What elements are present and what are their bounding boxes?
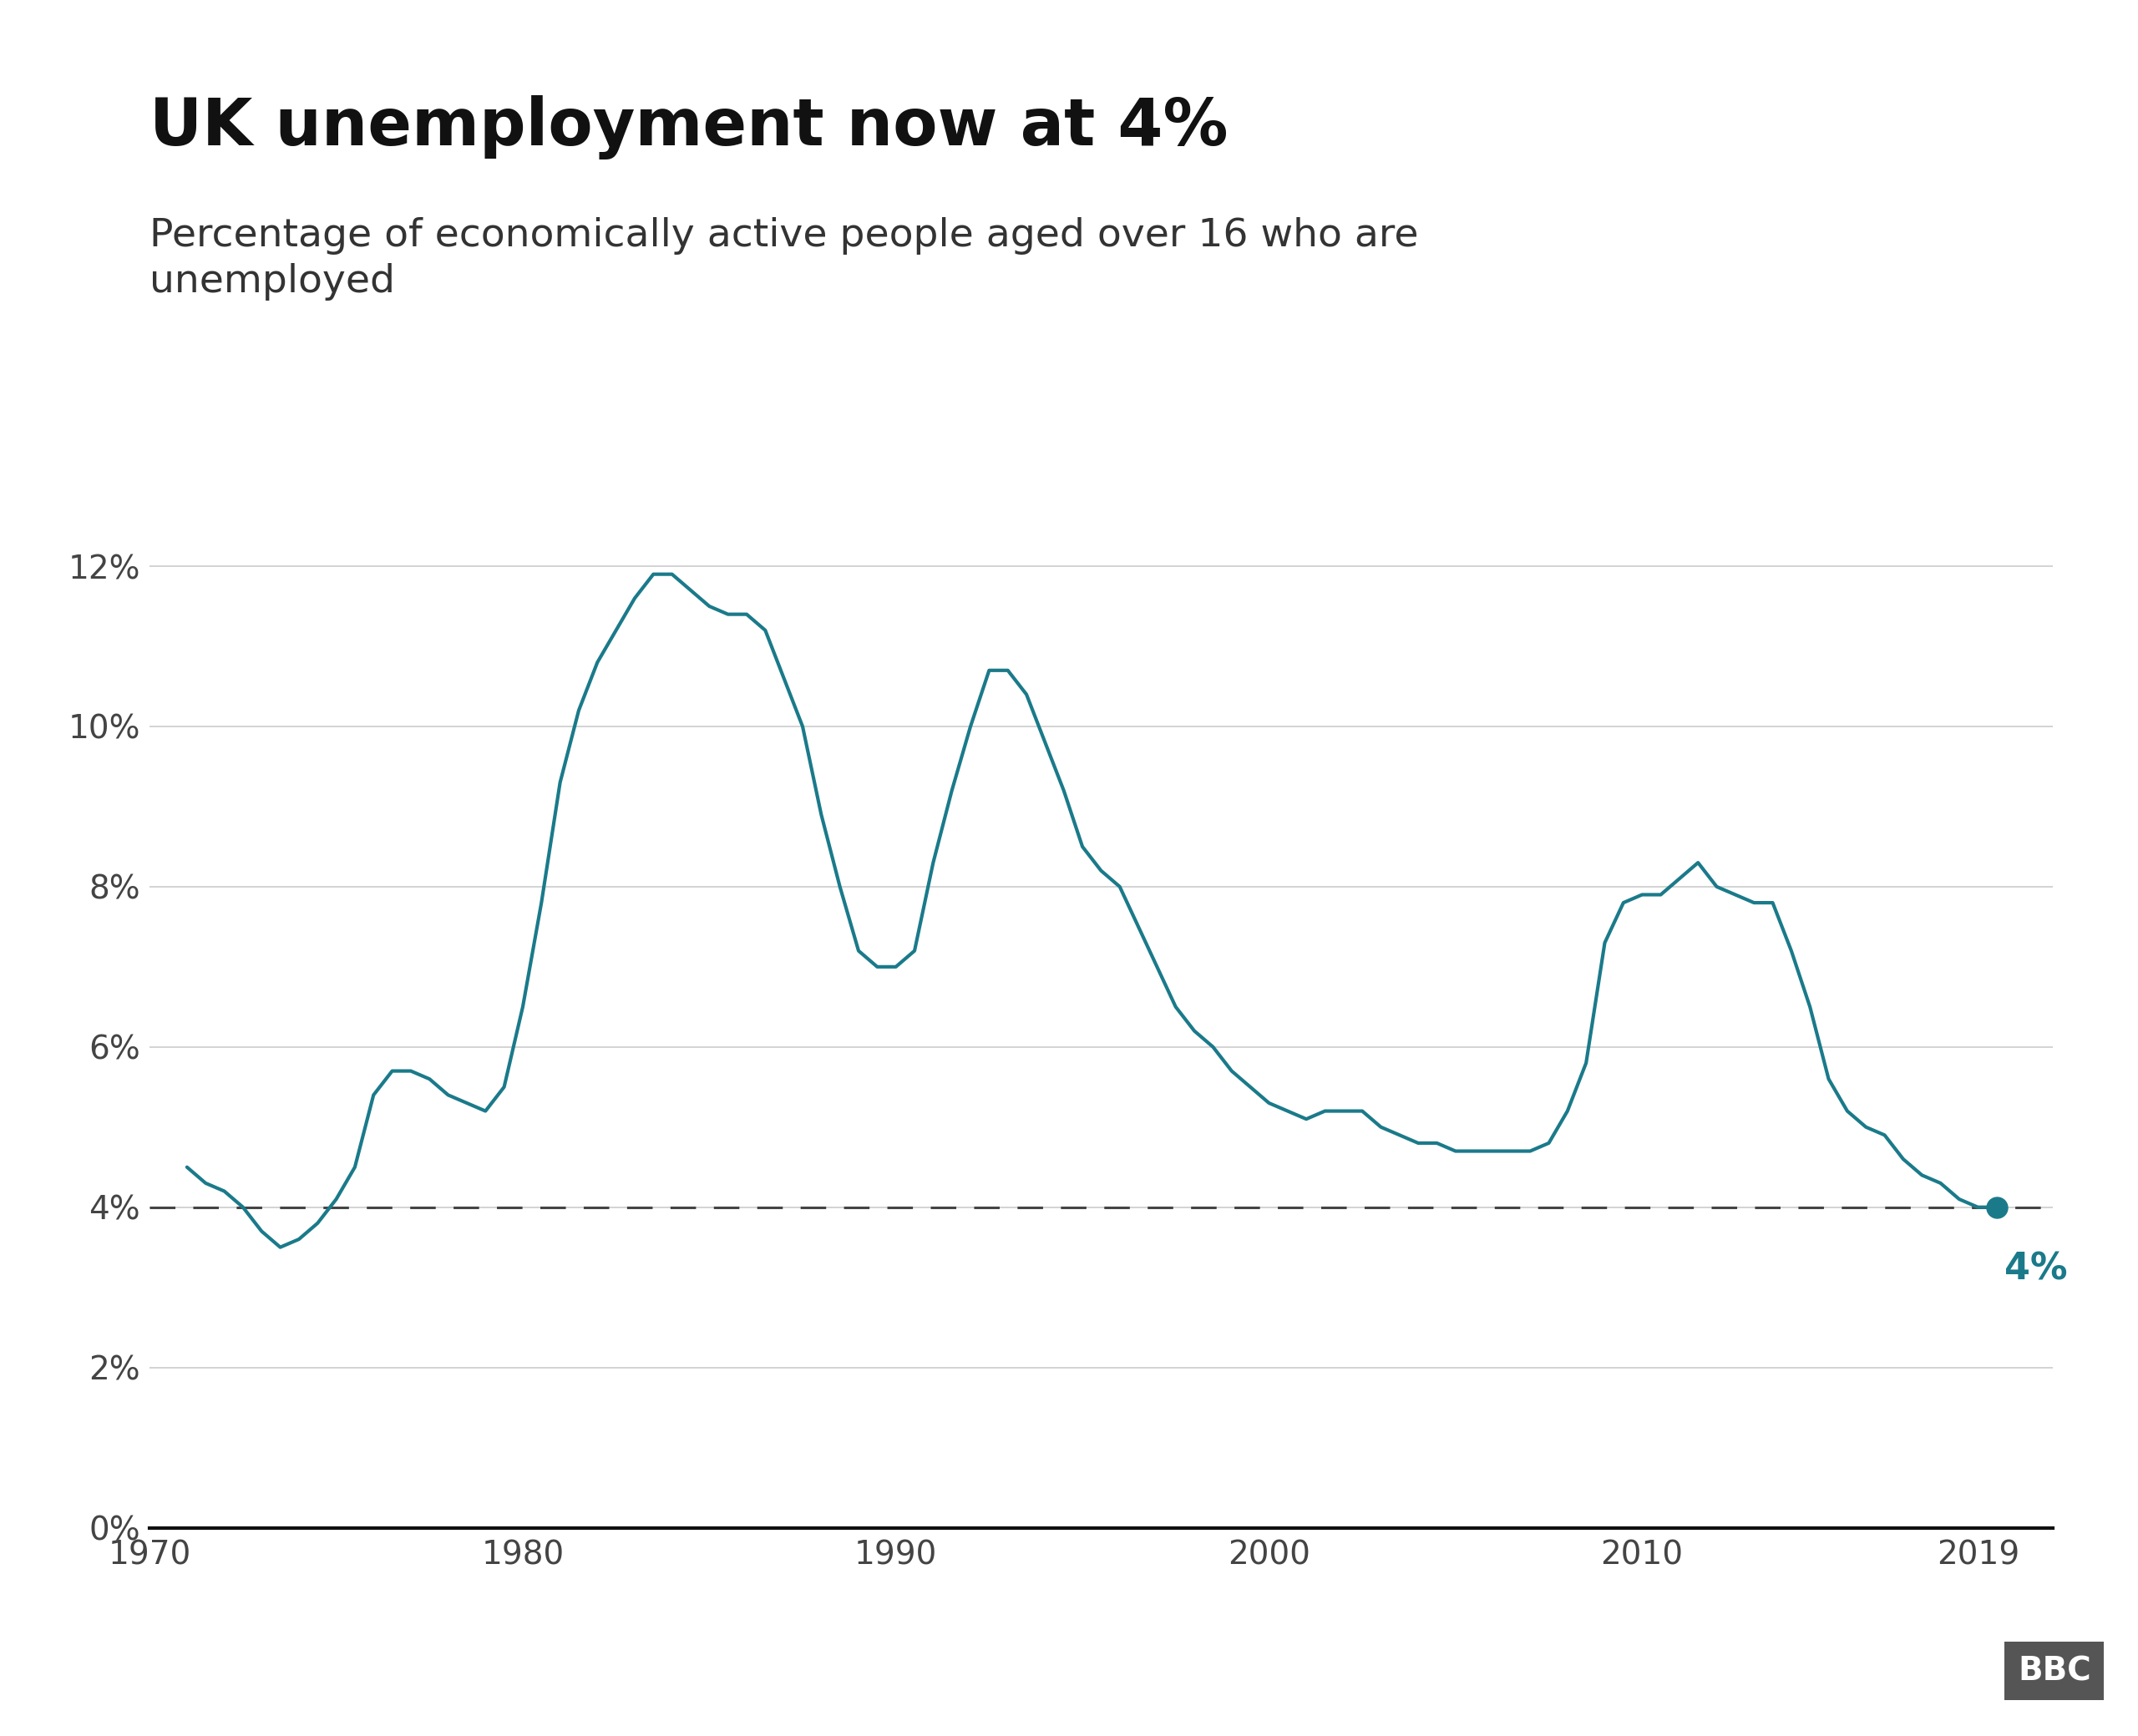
Text: BBC: BBC [2018, 1654, 2091, 1687]
Text: Percentage of economically active people aged over 16 who are
unemployed: Percentage of economically active people… [150, 217, 1420, 300]
Text: 4%: 4% [2003, 1252, 2067, 1286]
Text: UK unemployment now at 4%: UK unemployment now at 4% [150, 95, 1227, 160]
Text: Source: Office for National Statistics. Margin of error: ± 0.4%: Source: Office for National Statistics. … [43, 1658, 894, 1684]
